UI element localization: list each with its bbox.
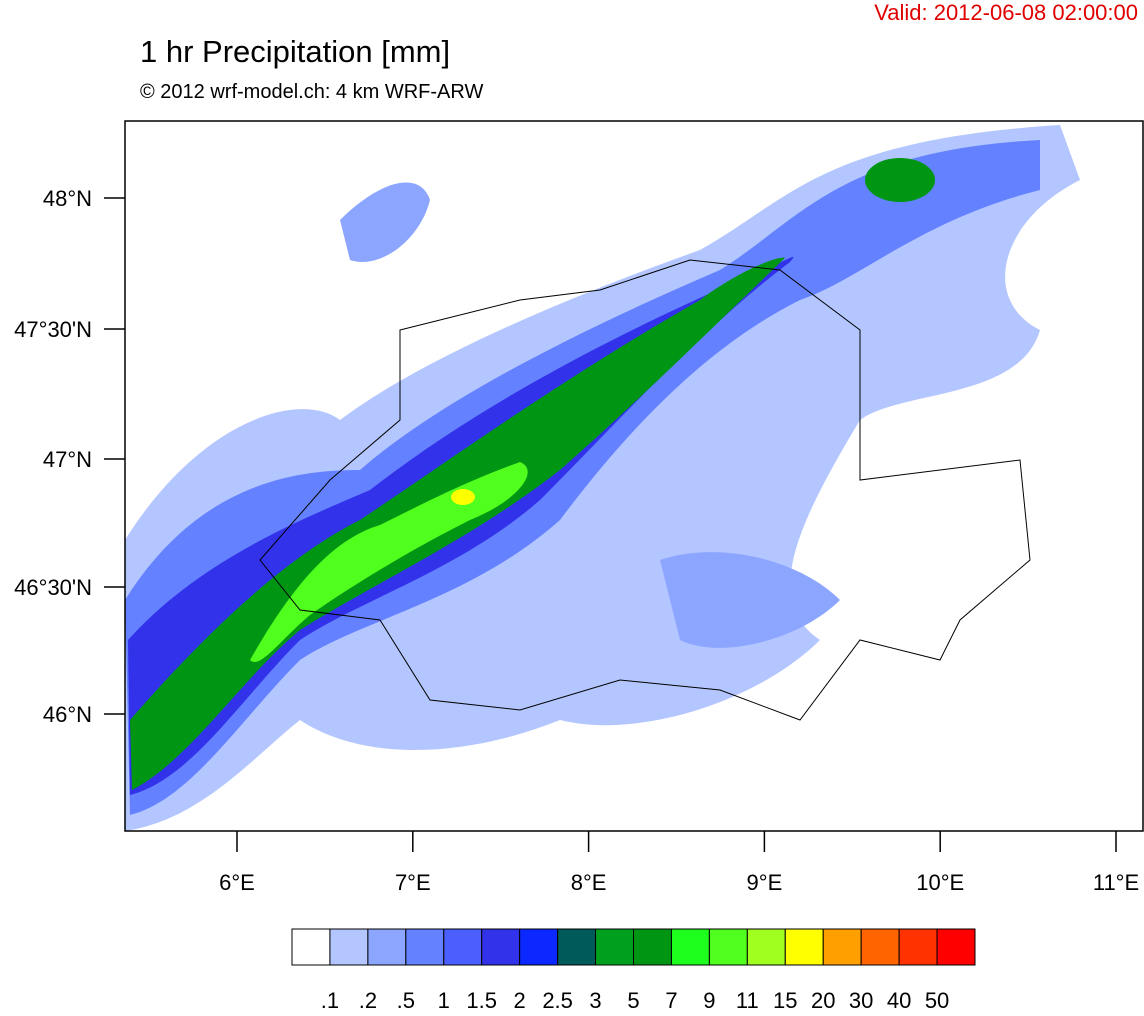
precip-area bbox=[125, 140, 1040, 815]
lat-label: 46°N bbox=[43, 702, 92, 727]
colorbar-label: .5 bbox=[397, 988, 415, 1011]
precip-area bbox=[125, 125, 1080, 831]
color-box bbox=[519, 928, 559, 966]
border bbox=[259, 259, 1031, 721]
precip-area bbox=[660, 552, 840, 648]
map-frame bbox=[124, 120, 1144, 832]
lat-label: 46°30'N bbox=[14, 575, 92, 600]
color-box bbox=[708, 928, 748, 966]
colorbar-label: 9 bbox=[703, 988, 715, 1011]
color-box bbox=[898, 928, 938, 966]
lat-label: 48°N bbox=[43, 186, 92, 211]
colorbar-label: 3 bbox=[589, 988, 601, 1011]
valid-time: Valid: 2012-06-08 02:00:00 bbox=[874, 0, 1138, 25]
colorbar-label: 2 bbox=[514, 988, 526, 1011]
precip-area bbox=[250, 462, 528, 662]
colorbar-label: 1.5 bbox=[466, 988, 497, 1011]
color-box bbox=[443, 928, 483, 966]
colorbar-label: 40 bbox=[887, 988, 911, 1011]
precip-area bbox=[451, 489, 475, 505]
colorbar-label: 11 bbox=[736, 988, 759, 1011]
colorbar-label: 50 bbox=[925, 988, 949, 1011]
colorbar: .1 .2 .5 1 1.5 2 2.5 3 5 7 9 11 15 20 30 40 50 bbox=[291, 928, 976, 1013]
color-box bbox=[633, 928, 672, 966]
lon-label: 8°E bbox=[571, 870, 607, 895]
lon-label: 10°E bbox=[916, 870, 964, 895]
lat-label: 47°N bbox=[43, 447, 92, 472]
color-box bbox=[822, 928, 862, 966]
color-box bbox=[367, 928, 407, 966]
color-box bbox=[557, 928, 597, 966]
colorbar-label: 7 bbox=[665, 988, 677, 1011]
colorbar-label: 15 bbox=[773, 988, 797, 1011]
colorbar-label: 5 bbox=[627, 988, 639, 1011]
color-box bbox=[670, 928, 710, 966]
title: 1 hr Precipitation [mm] bbox=[140, 34, 450, 69]
lat-label: 47°30'N bbox=[14, 317, 92, 342]
precip-area bbox=[340, 182, 430, 262]
lon-label: 9°E bbox=[747, 870, 783, 895]
subtitle: © 2012 wrf-model.ch: 4 km WRF-ARW bbox=[140, 81, 483, 103]
colorbar-label: 1 bbox=[438, 988, 450, 1011]
color-box bbox=[746, 928, 786, 966]
precip-field bbox=[125, 125, 1080, 831]
color-box bbox=[329, 928, 369, 966]
color-box bbox=[595, 928, 634, 966]
precip-area bbox=[865, 158, 935, 202]
color-box bbox=[481, 928, 521, 966]
color-box bbox=[784, 928, 824, 966]
colorbar-label: 2.5 bbox=[542, 988, 573, 1011]
color-box bbox=[936, 928, 976, 966]
lon-label: 11°E bbox=[1093, 870, 1139, 895]
colorbar-label: .1 bbox=[321, 988, 339, 1011]
colorbar-label: 30 bbox=[849, 988, 873, 1011]
color-box bbox=[405, 928, 445, 966]
lon-label: 7°E bbox=[395, 870, 431, 895]
lon-label: 6°E bbox=[219, 870, 255, 895]
color-box bbox=[291, 928, 331, 966]
color-box bbox=[860, 928, 900, 966]
axes: 48°N 47°30'N 47°N 46°30'N 46°N 6°E 7°E 8°E 9°E 10… bbox=[14, 186, 1139, 895]
colorbar-label: 20 bbox=[811, 988, 835, 1011]
colorbar-label: .2 bbox=[359, 988, 377, 1011]
